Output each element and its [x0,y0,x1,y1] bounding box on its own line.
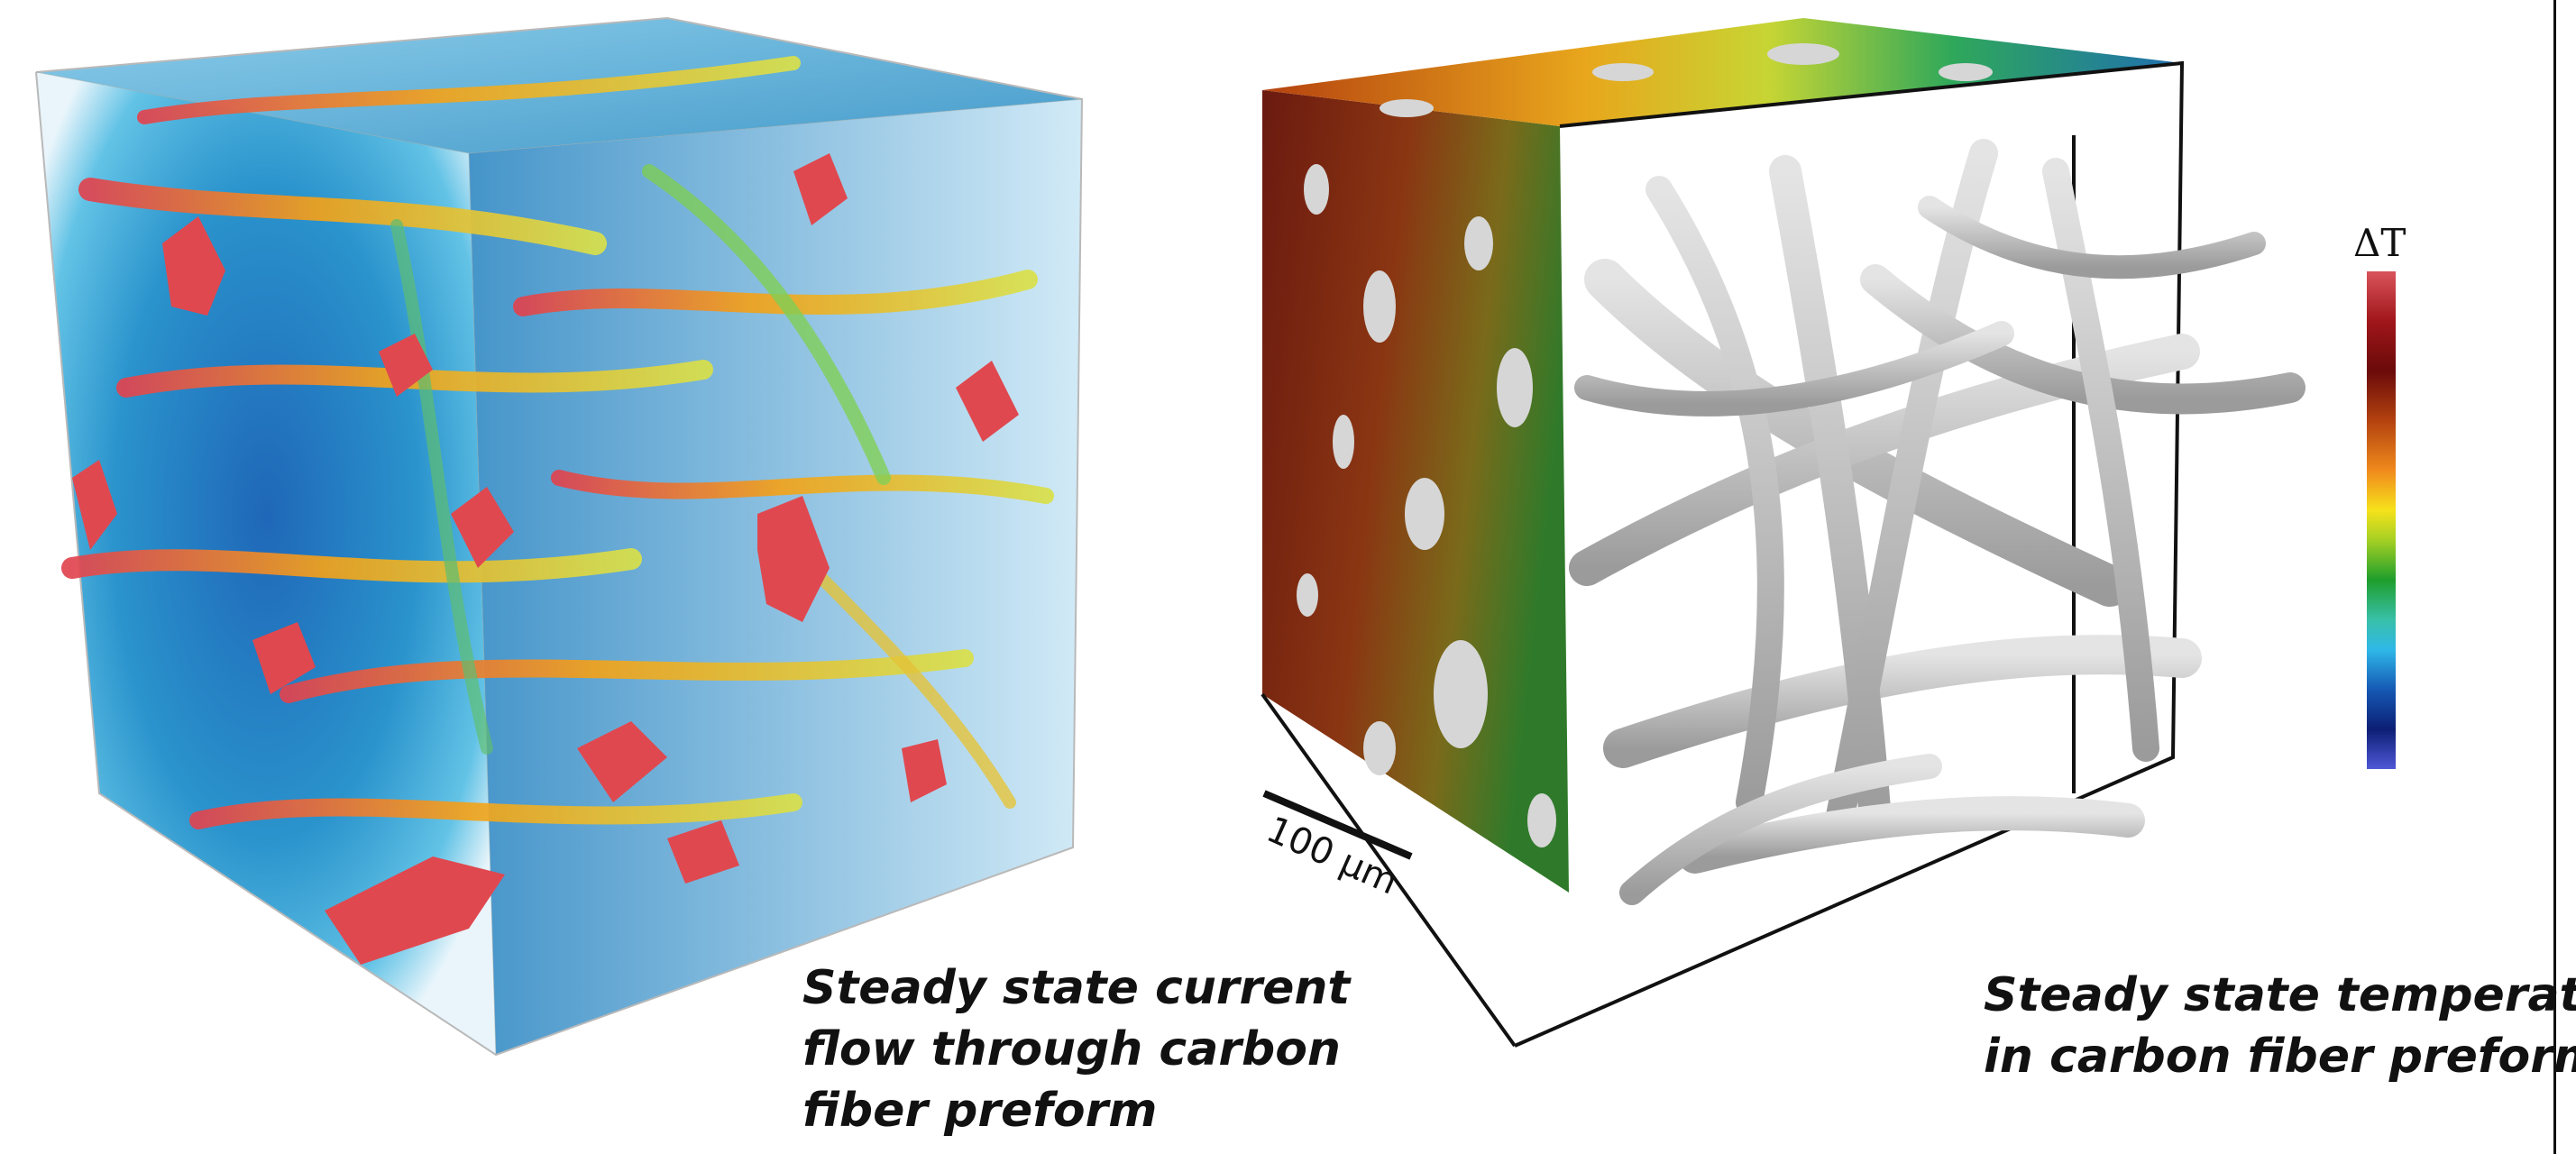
scale-bar: 100 μm [1260,790,1413,903]
left-caption-line-2: flow through carbon [802,1022,1341,1076]
left-caption-line-3: fiber preform [802,1084,1158,1138]
carbon-fibers [1569,139,2306,905]
temperature-colorbar: ΔT [2340,221,2439,780]
right-caption: Steady state temperature in carbon fiber… [1984,965,2576,1087]
temperature-cube-render: 100 μm [1260,18,2306,1048]
colorbar-label: ΔT [2353,221,2406,265]
right-caption-line-1: Steady state temperature [1984,968,2576,1022]
right-edge-rule [2553,0,2556,1154]
left-caption-line-1: Steady state current [802,961,1351,1015]
pore-speckles [1297,43,1993,847]
right-caption-line-2: in carbon fiber preform [1984,1030,2576,1084]
current-fibers [61,56,1054,829]
temperature-top-face [1262,18,2182,126]
left-caption: Steady state current flow through carbon… [802,957,1350,1141]
colorbar-gradient [2367,271,2396,769]
current-flow-cube-render [35,16,1084,1057]
high-current-regions [72,153,1019,965]
